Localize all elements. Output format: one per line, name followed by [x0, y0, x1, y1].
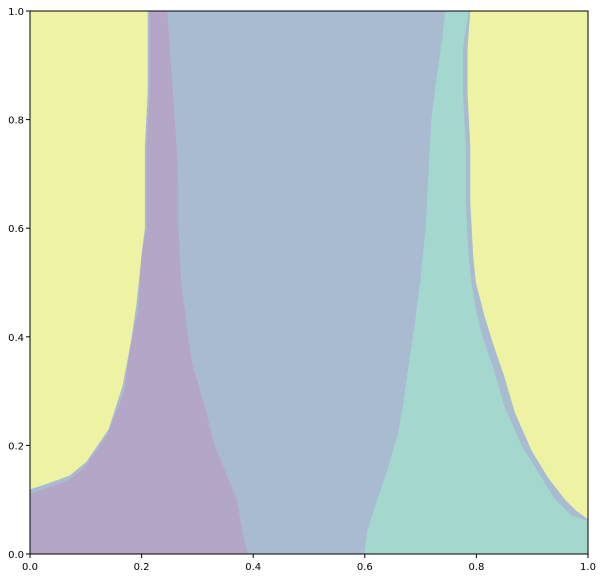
x-tick-label: 0.8 [468, 562, 484, 573]
contour-region-1 [29, 10, 249, 555]
plot-frame [29, 10, 589, 555]
y-tick-label: 0.0 [8, 550, 24, 561]
y-tick-label: 0.4 [8, 333, 24, 344]
contour-regions [29, 10, 589, 555]
y-tick-label: 0.6 [8, 224, 24, 235]
x-tick-label: 1.0 [580, 562, 596, 573]
x-tick-label: 0.6 [357, 562, 373, 573]
y-tick-label: 1.0 [8, 7, 24, 18]
y-tick-label: 0.8 [8, 116, 24, 127]
contour-region-4 [467, 10, 589, 520]
x-tick-label: 0.0 [22, 562, 38, 573]
x-axis-ticks: 0.0 0.2 0.4 0.6 0.8 1.0 [22, 554, 596, 573]
x-tick-label: 0.4 [245, 562, 261, 573]
y-axis-ticks: 0.0 0.2 0.4 0.6 0.8 1.0 [8, 7, 30, 561]
y-tick-label: 0.2 [8, 441, 24, 452]
x-tick-label: 0.2 [134, 562, 150, 573]
contour-region-3 [29, 10, 148, 490]
contour-region-2 [364, 10, 589, 555]
